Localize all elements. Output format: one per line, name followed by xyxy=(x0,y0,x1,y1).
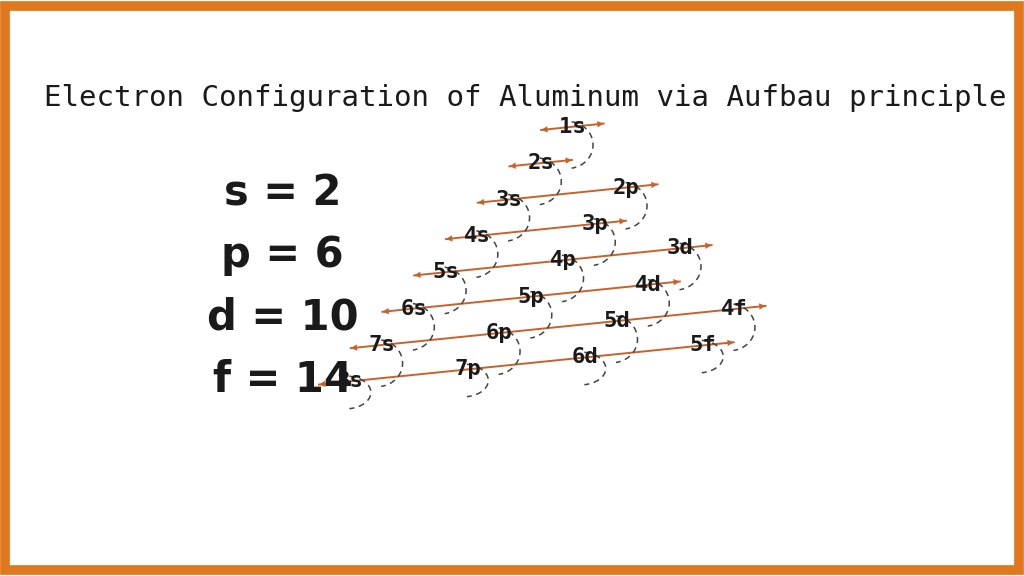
Text: 4s: 4s xyxy=(464,226,490,246)
Text: 3p: 3p xyxy=(582,214,608,234)
Text: s = 2: s = 2 xyxy=(224,172,341,214)
Text: 7s: 7s xyxy=(369,335,395,355)
Text: 2p: 2p xyxy=(613,177,640,198)
Text: 5s: 5s xyxy=(432,262,459,282)
Text: Electron Configuration of Aluminum via Aufbau principle: Electron Configuration of Aluminum via A… xyxy=(44,84,1006,112)
Text: f = 14: f = 14 xyxy=(213,359,352,400)
Text: 6d: 6d xyxy=(571,347,598,367)
Text: 5f: 5f xyxy=(689,335,716,355)
Text: 3s: 3s xyxy=(496,190,522,210)
Text: 2s: 2s xyxy=(527,153,554,173)
Text: 4f: 4f xyxy=(721,299,748,319)
Text: 7p: 7p xyxy=(455,359,481,380)
Text: p = 6: p = 6 xyxy=(221,234,344,276)
Text: 8s: 8s xyxy=(337,372,364,391)
Text: 3d: 3d xyxy=(667,238,693,258)
Text: 4d: 4d xyxy=(635,275,662,295)
Text: 6p: 6p xyxy=(486,323,513,343)
Text: 1s: 1s xyxy=(559,117,586,137)
Text: 5d: 5d xyxy=(603,311,630,331)
Text: 6s: 6s xyxy=(400,298,427,319)
Text: 4p: 4p xyxy=(550,251,577,270)
Text: 5p: 5p xyxy=(518,287,545,306)
Text: d = 10: d = 10 xyxy=(207,297,358,339)
